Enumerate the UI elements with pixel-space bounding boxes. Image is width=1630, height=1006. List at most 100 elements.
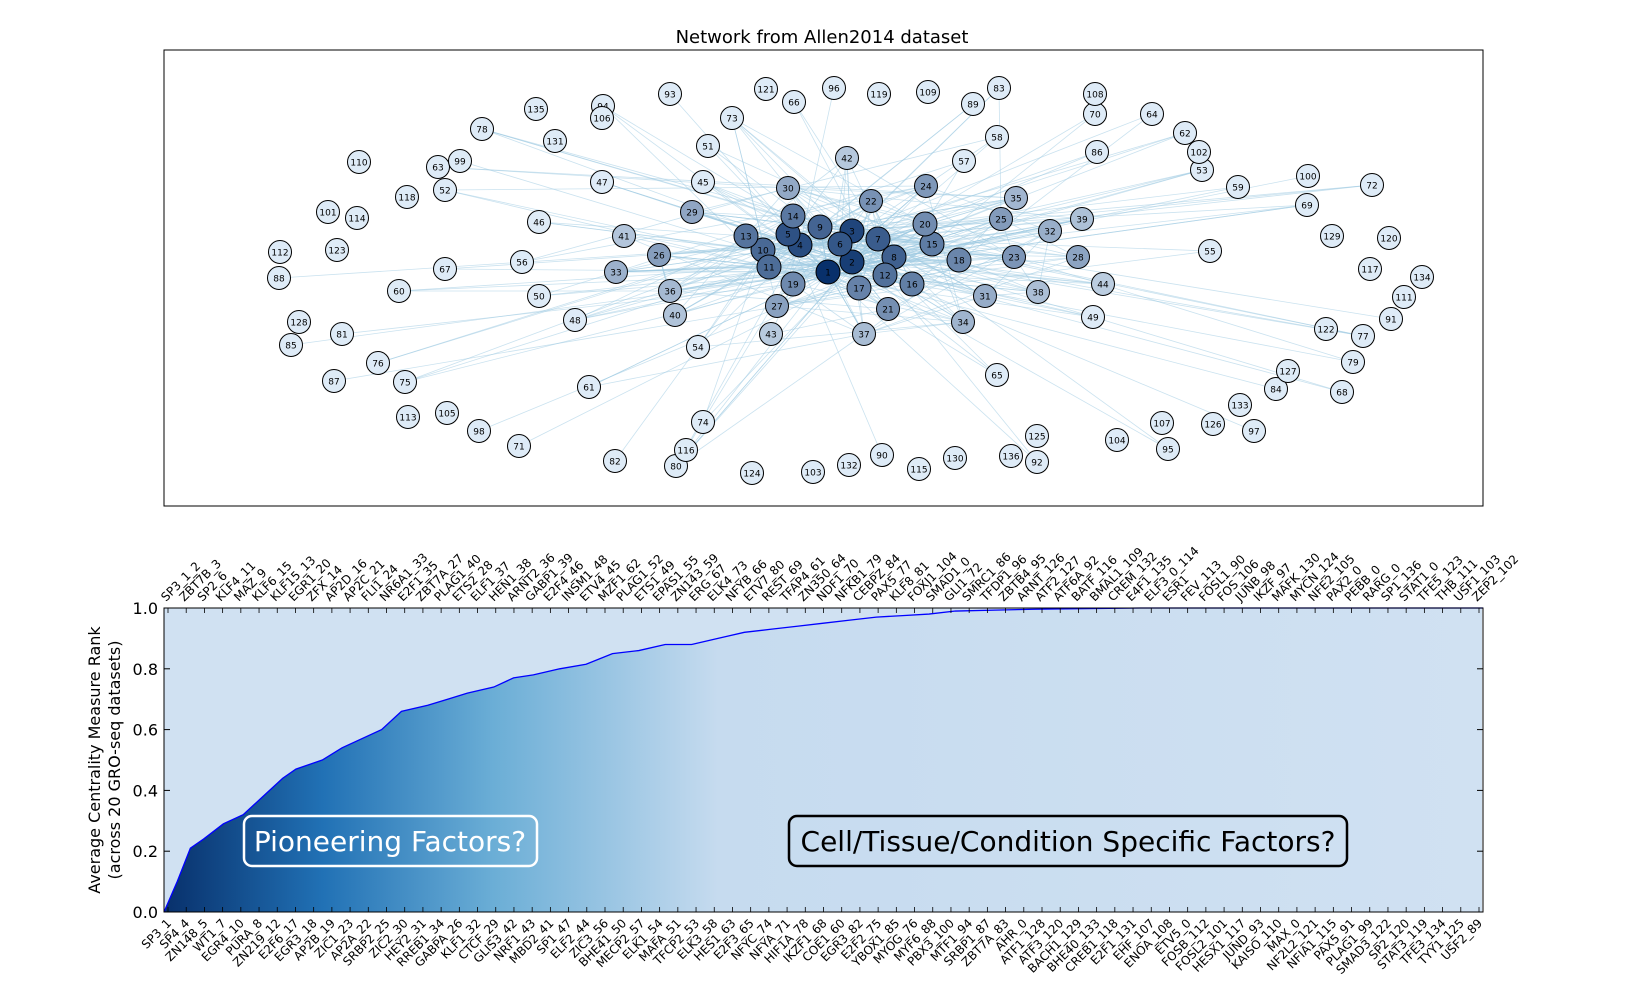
network-node: 119 xyxy=(867,82,891,106)
network-node-circle xyxy=(754,77,778,101)
network-node: 57 xyxy=(952,149,976,173)
network-node: 87 xyxy=(322,369,346,393)
network-node-circle xyxy=(1085,140,1109,164)
network-node: 64 xyxy=(1140,102,1164,126)
network-node: 113 xyxy=(396,405,420,429)
network-node-label: 54 xyxy=(692,344,704,354)
network-node-circle xyxy=(1320,224,1344,248)
network-edge xyxy=(893,256,1364,337)
network-node-label: 75 xyxy=(399,379,410,389)
network-node: 73 xyxy=(720,106,744,130)
network-node-label: 131 xyxy=(546,138,563,148)
network-node-label: 38 xyxy=(1032,289,1044,299)
network-node-circle xyxy=(345,206,369,230)
network-node-label: 132 xyxy=(840,462,857,472)
network-node-label: 63 xyxy=(432,164,443,174)
network-node: 132 xyxy=(837,453,861,477)
network-node-circle xyxy=(759,322,783,346)
network-edge xyxy=(958,197,1017,261)
network-edge xyxy=(893,256,1343,393)
network-node-label: 81 xyxy=(336,331,347,341)
network-node-label: 97 xyxy=(1248,428,1259,438)
network-edge xyxy=(702,249,764,423)
x-axis-top: SP3_1_2ZBT7B_3SP2_6KLF4_11MAZ_9KLF6_15KL… xyxy=(158,544,1521,613)
network-node-circle xyxy=(696,134,720,158)
network-edge xyxy=(858,256,1079,289)
network-node: 116 xyxy=(674,438,698,462)
network-node: 134 xyxy=(1410,265,1434,289)
network-node: 23 xyxy=(1002,245,1026,269)
network-node-circle xyxy=(1341,350,1365,374)
network-node: 65 xyxy=(985,363,1009,387)
network-node-label: 113 xyxy=(399,414,416,424)
network-node-label: 11 xyxy=(763,264,774,274)
network-node-circle xyxy=(1392,285,1416,309)
network-node-label: 123 xyxy=(328,247,345,257)
network-edge xyxy=(1000,218,1079,258)
network-node: 97 xyxy=(1242,419,1266,443)
network-node-label: 31 xyxy=(979,293,990,303)
network-edge xyxy=(404,266,770,383)
network-node-label: 10 xyxy=(757,247,769,257)
network-node: 27 xyxy=(765,294,789,318)
network-node: 99 xyxy=(448,149,472,173)
network-node-label: 83 xyxy=(993,85,1004,95)
network-edge xyxy=(851,197,1017,232)
network-edge xyxy=(893,218,1002,258)
network-node-circle xyxy=(658,279,682,303)
network-node: 120 xyxy=(1377,226,1401,250)
network-edge xyxy=(538,221,747,237)
network-node-circle xyxy=(663,303,687,327)
network-node-circle xyxy=(527,210,551,234)
network-node-label: 102 xyxy=(1190,149,1207,159)
network-node: 106 xyxy=(590,106,614,130)
network-node-circle xyxy=(435,401,459,425)
network-node-circle xyxy=(563,308,587,332)
network-node: 70 xyxy=(1083,102,1107,126)
network-node-circle xyxy=(647,243,671,267)
network-node-circle xyxy=(279,333,303,357)
network-edge xyxy=(588,333,865,388)
network-node-label: 78 xyxy=(476,126,488,136)
network-node-label: 124 xyxy=(743,470,760,480)
network-node: 60 xyxy=(387,279,411,303)
network-node-label: 41 xyxy=(618,233,629,243)
y-axis: 0.0 0.2 0.4 0.6 0.8 1.0 xyxy=(133,599,1483,922)
network-node-label: 108 xyxy=(1086,91,1103,101)
network-node-circle xyxy=(691,410,715,434)
network-node-label: 2 xyxy=(849,259,855,269)
network-edge xyxy=(958,259,1039,293)
network-node-label: 14 xyxy=(787,213,799,223)
y-tick-label: 0.4 xyxy=(133,781,158,800)
network-node-circle xyxy=(876,297,900,321)
network-node-circle xyxy=(756,254,782,280)
network-node: 6 xyxy=(827,231,853,257)
network-edge xyxy=(731,117,926,225)
network-node-label: 111 xyxy=(1395,294,1412,304)
network-node-circle xyxy=(330,322,354,346)
network-node: 25 xyxy=(989,207,1013,231)
network-node-label: 25 xyxy=(995,216,1006,226)
network-node-label: 84 xyxy=(1270,386,1282,396)
network-node-circle xyxy=(1026,280,1050,304)
network-node-circle xyxy=(426,155,450,179)
network-node: 135 xyxy=(524,97,548,121)
network-node-label: 52 xyxy=(439,187,450,197)
network-node-label: 114 xyxy=(348,215,365,225)
network-node: 129 xyxy=(1320,224,1344,248)
network-edge xyxy=(521,185,927,263)
network-node: 96 xyxy=(822,76,846,100)
network-node-label: 40 xyxy=(669,312,681,322)
network-node: 136 xyxy=(999,444,1023,468)
network-node: 14 xyxy=(780,203,806,229)
network-node-circle xyxy=(1276,359,1300,383)
network-node-label: 23 xyxy=(1008,254,1019,264)
network-node-label: 119 xyxy=(870,91,887,101)
network-node: 95 xyxy=(1156,437,1180,461)
network-node-label: 62 xyxy=(1179,130,1190,140)
network-node-circle xyxy=(1314,317,1338,341)
network-node-circle xyxy=(395,185,419,209)
network-node: 107 xyxy=(1150,411,1174,435)
network-node: 133 xyxy=(1228,393,1252,417)
network-node-label: 118 xyxy=(398,194,415,204)
